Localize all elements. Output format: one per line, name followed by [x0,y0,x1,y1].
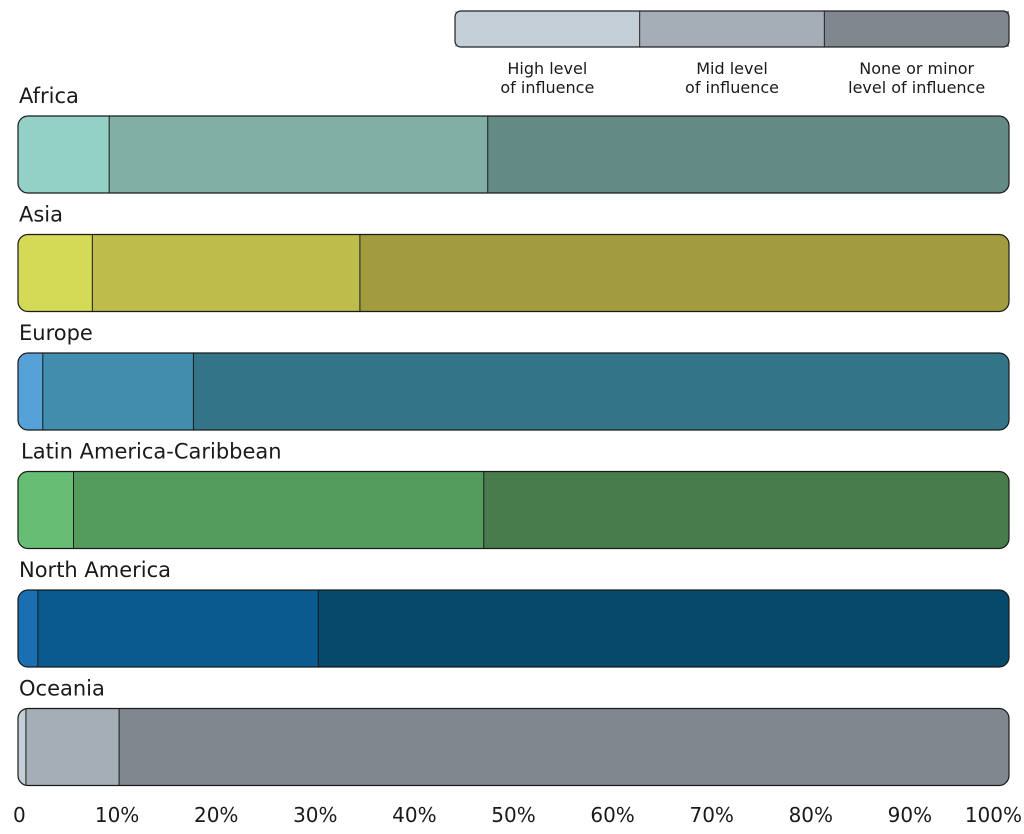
bar-asia-series-1 [92,234,360,312]
bar-asia-series-0 [18,234,93,312]
x-tick-label: 70% [689,803,733,827]
bar-north-america-series-2 [318,590,1009,667]
bar-outline-africa [17,115,1010,194]
bar-group-europe: Europe [17,321,1010,431]
bar-africa-series-2 [487,116,1009,193]
category-label-europe: Europe [19,321,93,345]
bar-oceania-series-1 [25,708,120,786]
x-tick-label: 60% [590,803,634,827]
bar-north-america-series-0 [18,590,38,667]
legend-swatch-1 [639,11,825,47]
bar-group-latin-america-caribbean: Latin America-Caribbean [17,440,1010,550]
category-label-north-america: North America [19,558,171,582]
x-tick-label: 10% [95,803,139,827]
bar-outline-oceania [17,707,1010,787]
x-tick-label: 100% [965,803,1022,827]
x-tick-label: 30% [293,803,337,827]
bar-oceania-series-0 [18,708,26,786]
bar-group-oceania: Oceania [17,677,1010,787]
legend-label-2-line-0: None or minor [859,59,974,78]
bar-group-north-america: North America [17,558,1010,668]
bar-africa-series-0 [18,116,110,193]
category-label-asia: Asia [19,203,63,227]
legend-label-1-line-1: of influence [685,78,779,97]
bar-outline-latin-america-caribbean [17,470,1010,550]
category-label-africa: Africa [19,84,79,108]
bar-europe-series-2 [193,353,1009,430]
bar-outline-asia [17,233,1010,313]
bar-latin-america-caribbean-series-2 [483,471,1009,549]
legend-label-2-line-1: level of influence [848,78,985,97]
category-label-latin-america-caribbean: Latin America-Caribbean [21,440,282,464]
bar-group-asia: Asia [17,203,1010,313]
legend-label-0-line-0: High level [507,59,587,78]
bar-europe-series-0 [18,353,43,430]
x-tick-label: 90% [888,803,932,827]
bar-asia-series-2 [359,234,1009,312]
category-label-oceania: Oceania [19,677,105,701]
bar-latin-america-caribbean-series-0 [18,471,74,549]
x-tick-label: 80% [789,803,833,827]
bar-outline-europe [17,352,1010,431]
bar-outline-north-america [17,589,1010,668]
bar-africa-series-1 [109,116,488,193]
legend-label-0-line-1: of influence [500,78,594,97]
x-tick-label: 20% [194,803,238,827]
legend-swatch-2 [824,11,1009,47]
x-tick-label: 40% [392,803,436,827]
bar-latin-america-caribbean-series-1 [73,471,484,549]
x-tick-label: 50% [491,803,535,827]
bar-oceania-series-2 [119,708,1009,786]
legend-label-1-line-0: Mid level [696,59,768,78]
bar-groups: Africa Asia Europe Latin America-Caribbean N… [17,84,1010,787]
bar-group-africa: Africa [17,84,1010,194]
legend-outline [454,10,1010,48]
legend-swatch-0 [455,11,640,47]
bar-europe-series-1 [42,353,194,430]
x-tick-label: 0 [13,803,26,827]
bar-north-america-series-1 [37,590,319,667]
x-axis: 0 10% 20% 30% 40% 50% 60% 70% 80% 90% 100% [13,803,1022,827]
